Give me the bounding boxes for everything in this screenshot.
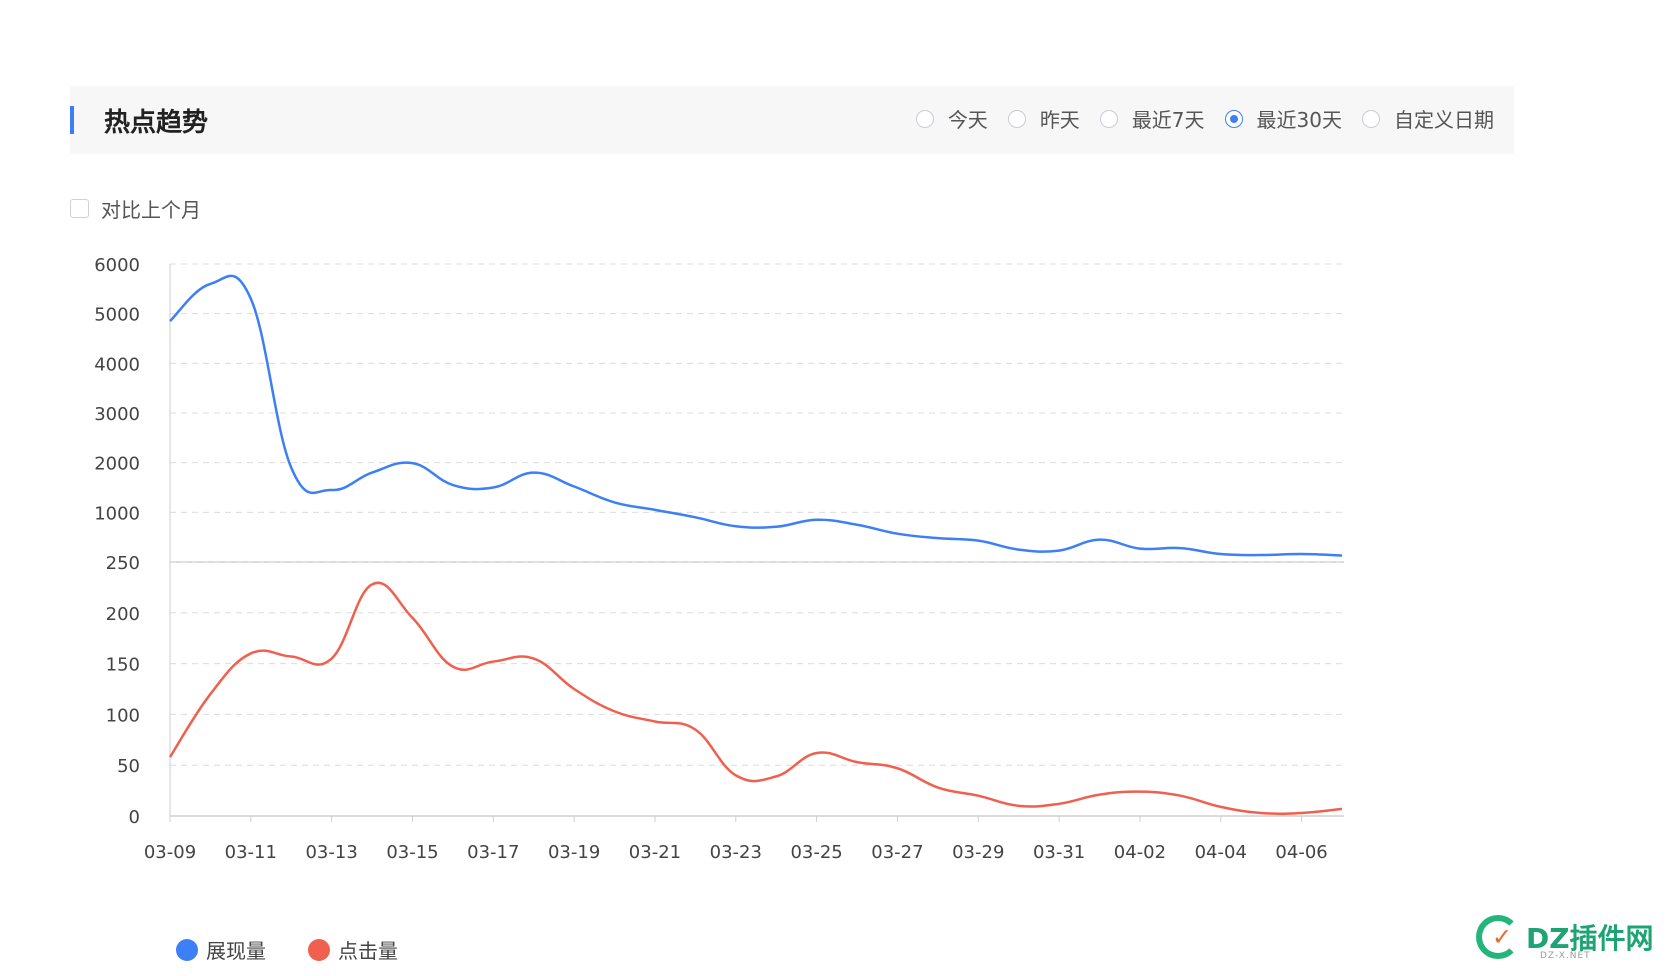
y-tick-label-clicks-0: 0 — [129, 807, 140, 828]
series-line-impressions — [169, 274, 1343, 557]
range-label-last-7-days: 最近7天 — [1131, 108, 1205, 132]
range-option-custom-date[interactable]: 自定义日期 — [1362, 104, 1494, 133]
x-tick-label-03-11: 03-11 — [225, 842, 277, 863]
y-tick-label-impressions-2000: 2000 — [94, 454, 140, 475]
y-tick-label-impressions-1000: 1000 — [94, 503, 140, 524]
chart-header: 热点趋势 今天 昨天 最近7天 最近30天 自定义日期 — [70, 86, 1514, 154]
series-line-clicks — [168, 581, 1343, 815]
section-title: 热点趋势 — [104, 108, 209, 138]
range-label-today: 今天 — [947, 108, 988, 132]
y-tick-label-impressions-3000: 3000 — [94, 404, 140, 425]
x-tick-label-03-19: 03-19 — [548, 842, 600, 863]
x-tick-label-03-23: 03-23 — [710, 842, 762, 863]
title-accent-bar — [70, 106, 74, 134]
watermark-icon — [1476, 915, 1520, 959]
x-tick-label-03-29: 03-29 — [952, 842, 1004, 863]
legend-label-clicks: 点击量 — [338, 939, 398, 963]
range-label-custom-date: 自定义日期 — [1394, 108, 1494, 132]
range-option-yesterday[interactable]: 昨天 — [1007, 104, 1080, 133]
radio-today[interactable] — [915, 109, 934, 128]
legend-item-clicks[interactable]: 点击量 — [308, 935, 398, 964]
y-tick-label-impressions-6000: 6000 — [94, 255, 140, 276]
range-label-yesterday: 昨天 — [1039, 108, 1080, 132]
x-tick-label-03-27: 03-27 — [871, 842, 923, 863]
x-tick-label-04-06: 04-06 — [1275, 842, 1327, 863]
legend-label-impressions: 展现量 — [206, 939, 266, 963]
x-tick-label-03-15: 03-15 — [386, 842, 438, 863]
compare-last-month-option[interactable]: 对比上个月 — [70, 194, 201, 223]
x-tick-label-03-09: 03-09 — [144, 842, 196, 863]
x-tick-label-03-31: 03-31 — [1033, 842, 1085, 863]
legend-item-impressions[interactable]: 展现量 — [176, 935, 266, 964]
y-tick-label-impressions-5000: 5000 — [94, 305, 140, 326]
compare-last-month-checkbox[interactable] — [70, 199, 89, 218]
x-tick-label-04-02: 04-02 — [1114, 842, 1166, 863]
y-tick-label-clicks-200: 200 — [106, 604, 140, 625]
y-tick-label-impressions-4000: 4000 — [94, 354, 140, 375]
watermark-text: DZ插件网 — [1526, 922, 1654, 955]
range-option-last-30-days[interactable]: 最近30天 — [1224, 104, 1342, 133]
x-tick-label-03-17: 03-17 — [467, 842, 519, 863]
y-tick-label-clicks-50: 50 — [117, 756, 140, 777]
watermark-logo: DZ插件网 DZ-X.NET — [1476, 915, 1654, 961]
radio-yesterday[interactable] — [1007, 109, 1026, 128]
radio-last-7-days[interactable] — [1099, 109, 1118, 128]
range-option-today[interactable]: 今天 — [915, 104, 988, 133]
x-tick-label-03-13: 03-13 — [305, 842, 357, 863]
x-tick-label-03-25: 03-25 — [790, 842, 842, 863]
date-range-radio-group: 今天 昨天 最近7天 最近30天 自定义日期 — [896, 104, 1494, 133]
y-tick-label-clicks-100: 100 — [106, 705, 140, 726]
range-label-last-30-days: 最近30天 — [1256, 108, 1342, 132]
watermark-subtext: DZ-X.NET — [1540, 951, 1591, 961]
y-tick-label-clicks-250: 250 — [106, 553, 140, 574]
range-option-last-7-days[interactable]: 最近7天 — [1099, 104, 1205, 133]
legend-marker-impressions — [176, 938, 198, 961]
trend-chart: 1000 2000 3000 4000 5000 6000 0 50 100 150 200 250 0… — [94, 255, 1344, 863]
x-tick-label-03-21: 03-21 — [629, 842, 681, 863]
y-tick-label-clicks-150: 150 — [106, 655, 140, 676]
radio-custom-date[interactable] — [1362, 109, 1380, 128]
legend-marker-clicks — [308, 938, 330, 961]
x-tick-label-04-04: 04-04 — [1195, 842, 1247, 863]
compare-last-month-label: 对比上个月 — [101, 198, 201, 222]
radio-last-30-days[interactable] — [1224, 109, 1243, 128]
